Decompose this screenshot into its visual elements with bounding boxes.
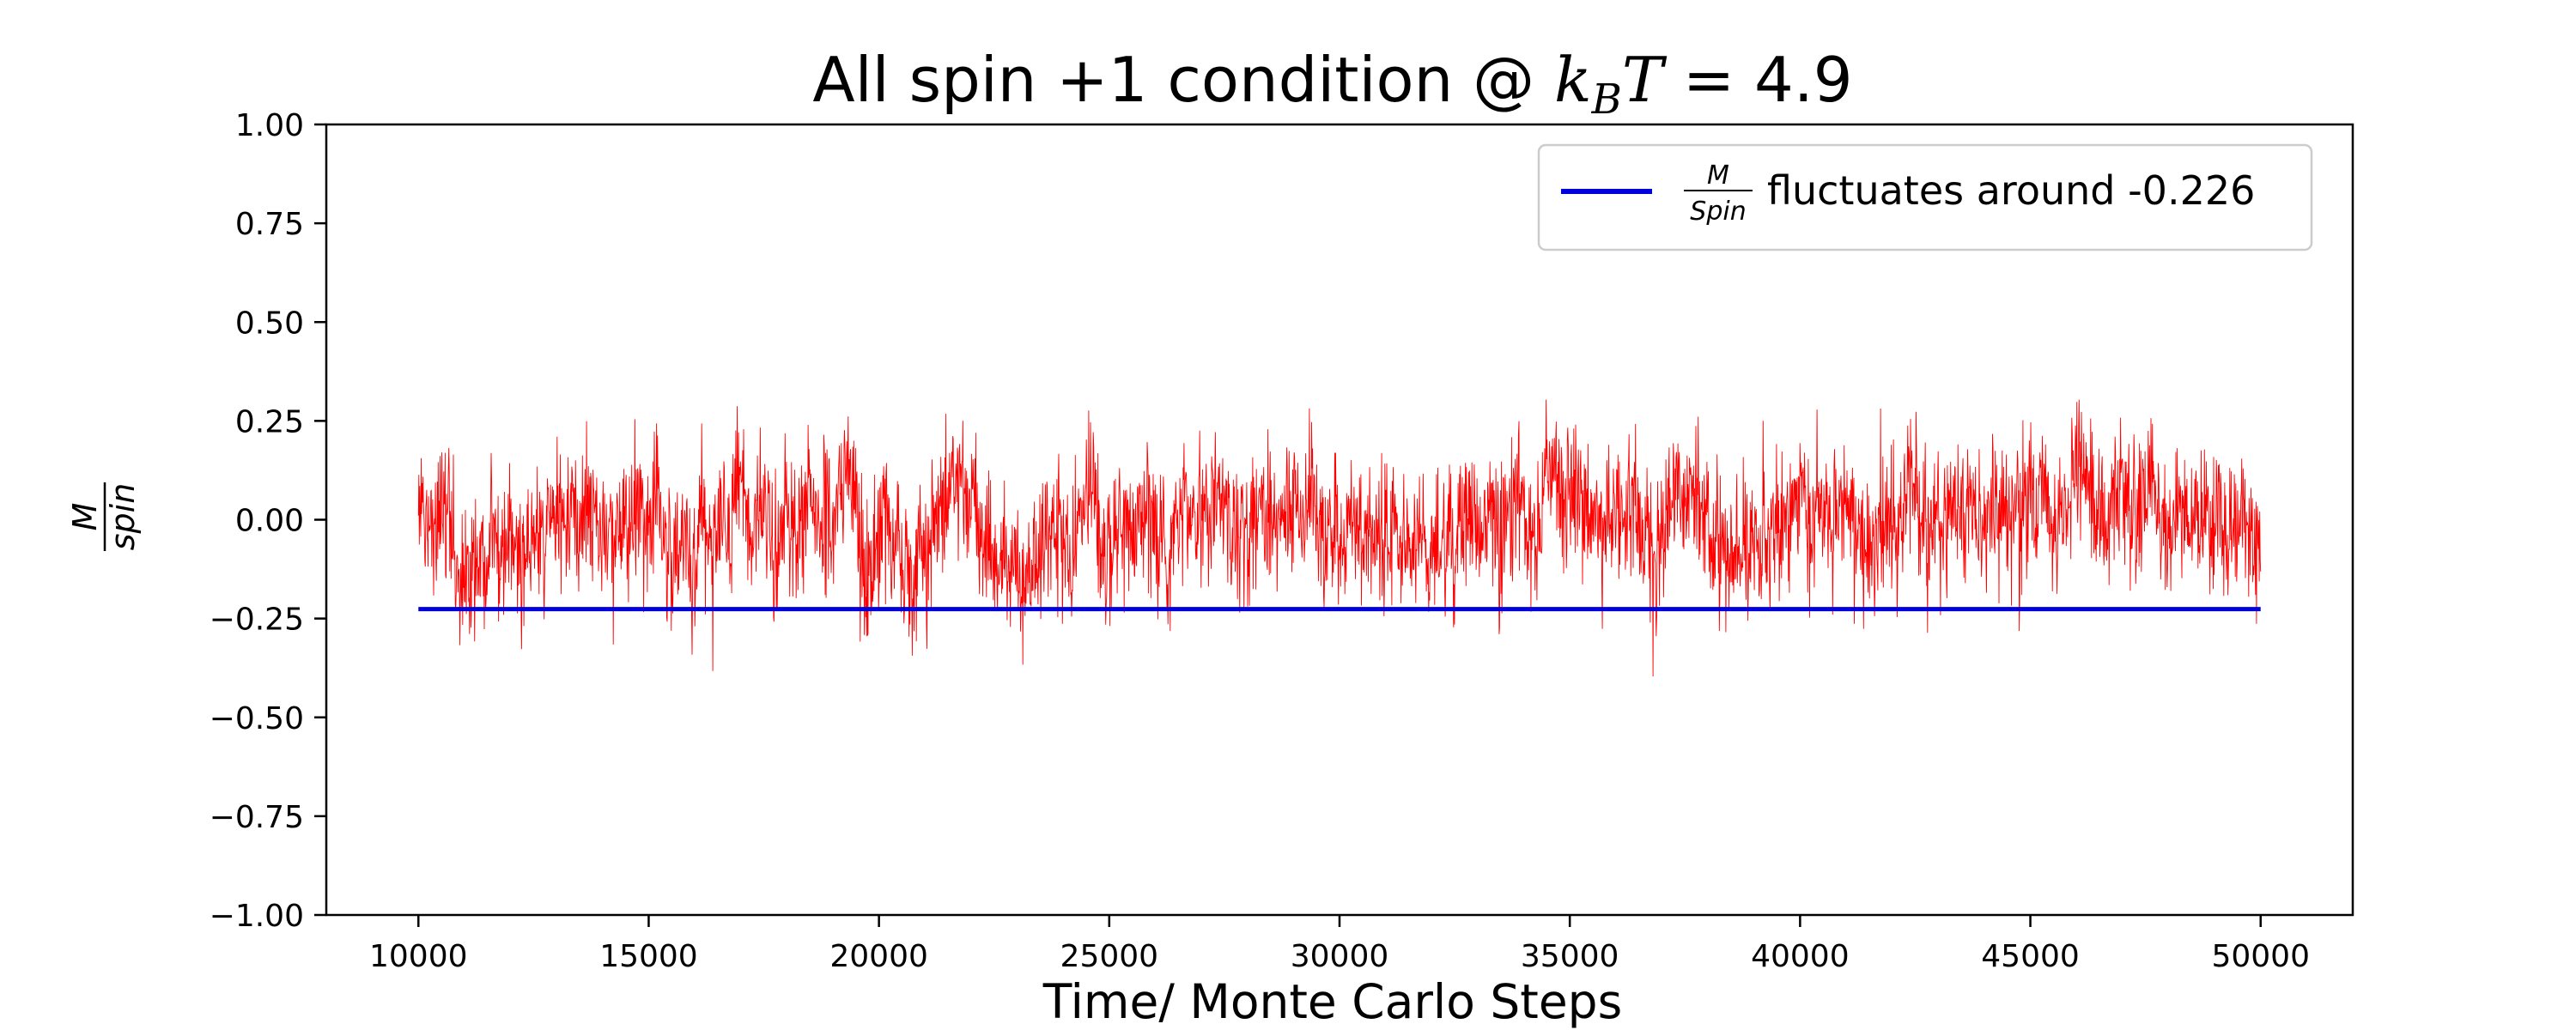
legend-box	[1537, 143, 2313, 251]
y-tick-label: −0.25	[210, 603, 304, 638]
y-axis: −1.00 −0.75 −0.50 −0.25 0.00 0.25 0.50 0.75 1.00	[210, 108, 326, 934]
x-tick-label: 25000	[1060, 939, 1159, 974]
legend-fraction-denominator: Spin	[1690, 197, 1746, 227]
x-tick-label: 30000	[1291, 939, 1389, 974]
y-tick-label: −1.00	[210, 899, 304, 934]
y-tick-label: 1.00	[235, 108, 304, 143]
y-axis-label: M spin	[66, 482, 142, 551]
y-tick-label: 0.25	[235, 404, 304, 439]
x-axis-label: Time/ Monte Carlo Steps	[1042, 974, 1622, 1029]
legend-fraction-numerator: M	[1707, 161, 1729, 191]
chart-title: All spin +1 condition @ kBT = 4.9	[812, 44, 1852, 124]
y-tick-label: 0.00	[235, 504, 304, 539]
x-tick-label: 20000	[829, 939, 928, 974]
x-tick-label: 10000	[369, 939, 468, 974]
y-axis-label-denominator: spin	[104, 483, 142, 551]
x-tick-label: 50000	[2211, 939, 2310, 974]
y-tick-label: 0.75	[235, 207, 304, 242]
series-magnetization-line	[417, 399, 2262, 677]
y-tick-label: 0.50	[235, 306, 304, 341]
y-tick-label: −0.75	[210, 800, 304, 835]
y-axis-label-numerator: M	[66, 503, 104, 531]
x-tick-label: 35000	[1521, 939, 1619, 974]
y-tick-label: −0.50	[210, 701, 304, 736]
x-tick-label: 40000	[1751, 939, 1850, 974]
x-tick-label: 45000	[1981, 939, 2080, 974]
x-tick-label: 15000	[599, 939, 698, 974]
x-axis: 10000 15000 20000 25000 30000 35000 40000 45000…	[369, 915, 2310, 974]
legend: M Spin fluctuates around -0.226	[1537, 143, 2313, 251]
plot-area	[417, 399, 2262, 677]
legend-label: fluctuates around -0.226	[1767, 167, 2255, 214]
